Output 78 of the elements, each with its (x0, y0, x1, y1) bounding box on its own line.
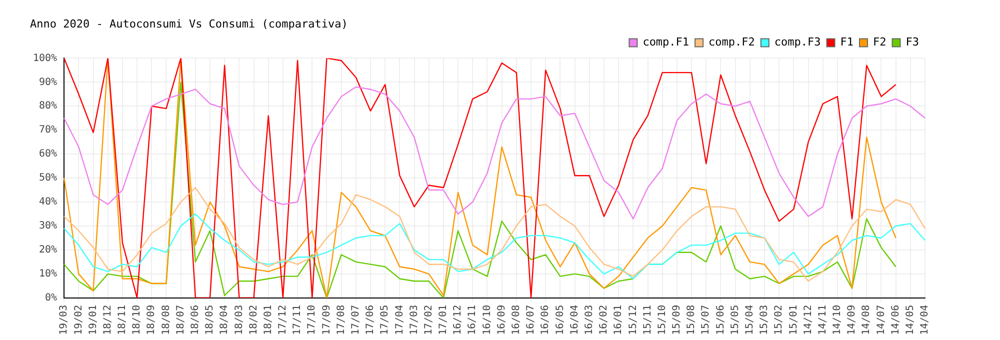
x-tick-label: 15/03 (759, 304, 770, 336)
x-tick-label: 15/02 (774, 304, 785, 336)
x-tick-label: 19/01 (88, 304, 99, 336)
x-tick-label: 16/05 (554, 304, 566, 336)
x-tick-label: 17/11 (292, 304, 304, 336)
y-tick-label: 20% (39, 244, 58, 256)
legend-label: F1 (840, 36, 854, 49)
legend-label: F3 (906, 36, 920, 49)
x-tick-label: 14/08 (861, 304, 872, 336)
x-tick-label: 16/01 (613, 304, 624, 336)
x-tick-label: 18/08 (160, 304, 172, 336)
x-tick-label: 16/09 (496, 304, 508, 336)
x-tick-label: 16/12 (452, 304, 464, 336)
x-tick-label: 15/12 (628, 304, 639, 336)
x-tick-label: 16/08 (511, 304, 522, 336)
x-tick-label: 15/08 (686, 304, 698, 336)
y-tick-label: 0% (45, 292, 58, 304)
x-tick-label: 17/01 (438, 304, 450, 336)
x-tick-label: 15/04 (744, 304, 756, 336)
x-tick-label: 15/11 (642, 304, 654, 336)
x-tick-label: 14/10 (832, 304, 844, 336)
x-tick-label: 17/05 (380, 304, 391, 336)
legend-label: comp.F1 (642, 36, 690, 49)
x-tick-label: 18/06 (190, 304, 201, 336)
x-tick-label: 16/04 (569, 304, 580, 336)
y-tick-label: 60% (39, 148, 58, 160)
x-tick-label: 15/05 (730, 304, 741, 336)
x-tick-label: 14/06 (890, 304, 902, 336)
x-tick-label: 16/06 (540, 304, 552, 336)
x-tick-label: 15/09 (672, 304, 683, 336)
x-tick-label: 16/07 (526, 304, 537, 336)
x-tick-label: 16/02 (598, 304, 610, 336)
x-tick-label: 18/03 (234, 304, 245, 336)
x-tick-label: 14/07 (876, 304, 887, 336)
y-tick-label: 50% (39, 172, 58, 184)
x-tick-label: 18/05 (204, 304, 216, 336)
x-tick-label: 14/11 (817, 304, 828, 336)
x-tick-label: 17/08 (336, 304, 347, 336)
x-tick-label: 14/04 (920, 304, 931, 336)
x-tick-label: 17/12 (278, 304, 289, 336)
x-tick-label: 17/10 (306, 304, 318, 336)
x-tick-label: 15/07 (700, 304, 712, 336)
x-tick-label: 16/11 (467, 304, 478, 336)
y-tick-label: 10% (39, 268, 58, 280)
x-tick-label: 18/02 (248, 304, 260, 336)
legend-label: F2 (873, 36, 886, 49)
x-tick-label: 19/02 (73, 304, 84, 336)
y-tick-label: 80% (39, 100, 58, 112)
legend-label: comp.F2 (708, 36, 755, 49)
x-tick-label: 17/03 (408, 304, 420, 336)
x-tick-label: 17/09 (321, 304, 332, 336)
x-tick-label: 15/06 (715, 304, 726, 336)
x-tick-label: 18/04 (219, 304, 230, 336)
x-tick-label: 17/02 (423, 304, 434, 336)
y-tick-label: 90% (39, 76, 58, 88)
x-tick-label: 14/09 (846, 304, 858, 336)
x-tick-label: 17/07 (350, 304, 362, 336)
x-tick-label: 18/11 (117, 304, 128, 336)
y-tick-label: 70% (39, 124, 58, 136)
y-tick-label: 100% (32, 52, 58, 64)
x-tick-label: 18/09 (146, 304, 158, 336)
y-tick-label: 30% (39, 220, 58, 232)
x-tick-label: 18/10 (132, 304, 143, 336)
x-tick-label: 14/05 (905, 304, 916, 336)
x-tick-label: 15/10 (656, 304, 668, 336)
y-tick-label: 40% (39, 196, 58, 208)
x-tick-label: 15/01 (788, 304, 800, 336)
x-tick-label: 19/03 (58, 304, 70, 336)
legend-label: comp.F3 (774, 36, 821, 49)
x-tick-label: 18/12 (102, 304, 114, 336)
x-tick-label: 17/04 (394, 304, 406, 336)
chart-title: Anno 2020 - Autoconsumi Vs Consumi (comparativa) (30, 17, 348, 30)
x-tick-label: 18/07 (175, 304, 186, 336)
x-tick-label: 18/01 (262, 304, 274, 336)
x-tick-label: 16/03 (584, 304, 595, 336)
x-tick-label: 17/06 (365, 304, 376, 336)
x-tick-label: 16/10 (482, 304, 493, 336)
x-tick-label: 14/12 (802, 304, 814, 336)
